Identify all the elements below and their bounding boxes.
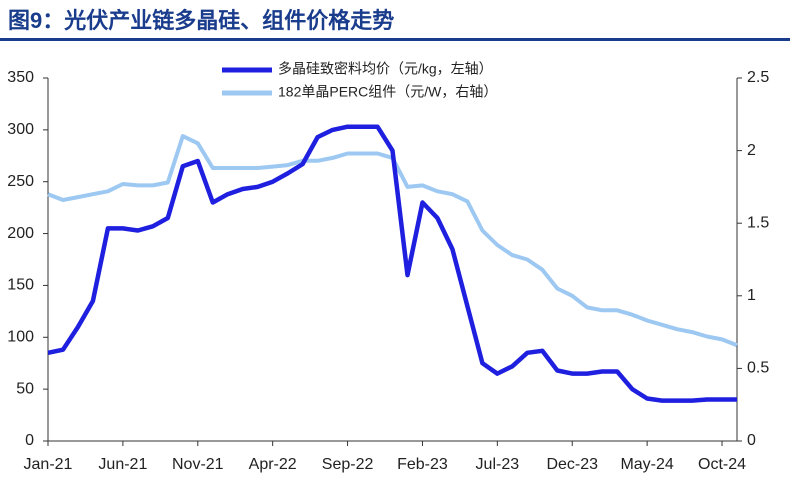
y-tick-label: 0 bbox=[25, 432, 34, 449]
legend-label: 多晶硅致密料均价（元/kg，左轴） bbox=[278, 61, 493, 77]
title-rule bbox=[0, 38, 790, 41]
x-tick-label: Dec-23 bbox=[546, 456, 598, 473]
y-tick-label: 150 bbox=[7, 277, 34, 294]
y-tick-label: 100 bbox=[7, 329, 34, 346]
x-tick-label: Jun-21 bbox=[98, 456, 147, 473]
x-tick-label: Apr-22 bbox=[249, 456, 297, 473]
y2-tick-label: 2.5 bbox=[747, 69, 769, 86]
x-tick-label: Jan-21 bbox=[24, 456, 73, 473]
y2-tick-label: 1.5 bbox=[747, 214, 769, 231]
legend-label: 182单晶PERC组件（元/W，右轴） bbox=[278, 84, 497, 100]
series-line bbox=[47, 124, 737, 403]
y-tick-label: 250 bbox=[7, 173, 34, 190]
x-tick-label: Sep-22 bbox=[322, 456, 374, 473]
x-tick-label: Feb-23 bbox=[397, 456, 448, 473]
y2-tick-label: 2 bbox=[747, 142, 756, 159]
x-tick-label: Jul-23 bbox=[476, 456, 520, 473]
x-tick-label: Oct-24 bbox=[698, 456, 746, 473]
chart-title: 图9：光伏产业链多晶硅、组件价格走势 bbox=[8, 8, 394, 33]
y-tick-label: 200 bbox=[7, 225, 34, 242]
y-tick-label: 300 bbox=[7, 121, 34, 138]
y2-tick-label: 0.5 bbox=[747, 360, 769, 377]
y-tick-label: 350 bbox=[7, 69, 34, 86]
y2-tick-label: 0 bbox=[747, 432, 756, 449]
x-tick-label: May-24 bbox=[620, 456, 673, 473]
x-tick-label: Nov-21 bbox=[172, 456, 224, 473]
y2-tick-label: 1 bbox=[747, 287, 756, 304]
y-tick-label: 50 bbox=[16, 380, 34, 397]
